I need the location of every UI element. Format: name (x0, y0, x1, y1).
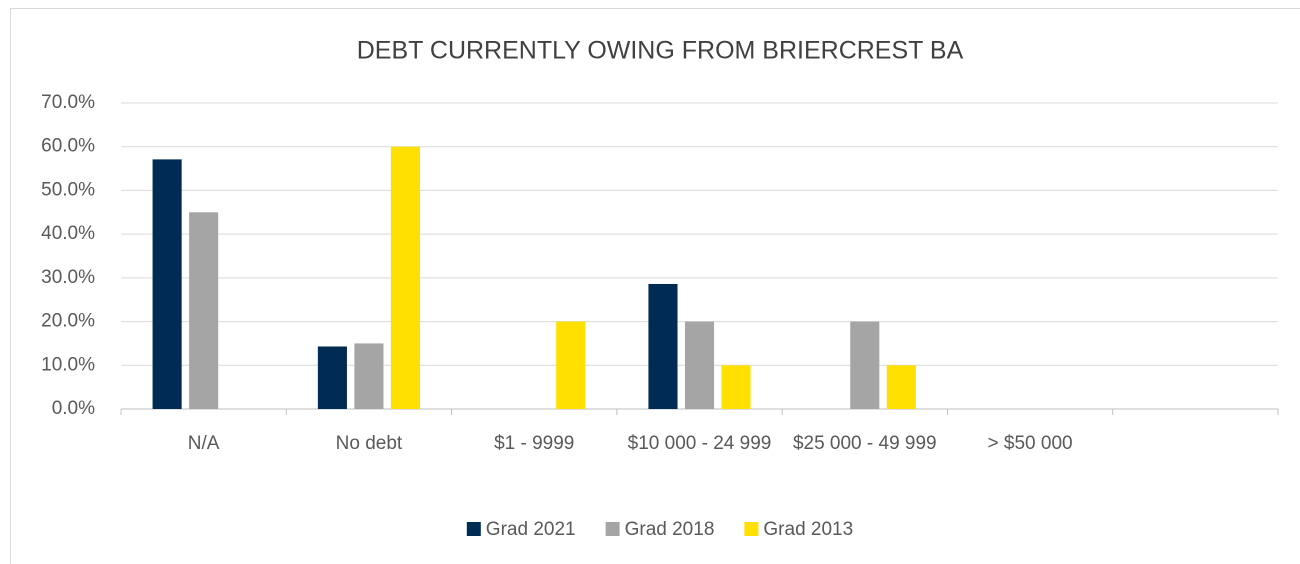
y-tick-label: 50.0% (41, 179, 95, 200)
bar (648, 283, 678, 409)
x-tick-label: $1 - 9999 (494, 433, 574, 454)
bar (886, 365, 916, 409)
chart-frame (10, 8, 1300, 564)
bar (354, 343, 384, 409)
legend-swatch (605, 522, 620, 536)
chart-title: DEBT CURRENTLY OWING FROM BRIERCREST BA (357, 37, 964, 65)
legend-label: Grad 2018 (625, 519, 715, 540)
x-tick-label: $10 000 - 24 999 (628, 433, 772, 454)
y-tick-label: 10.0% (41, 354, 95, 375)
bar (721, 365, 751, 409)
bar (152, 159, 182, 409)
x-tick-label: > $50 000 (988, 433, 1073, 454)
y-tick-label: 60.0% (41, 136, 95, 157)
x-tick-label: $25 000 - 49 999 (793, 433, 937, 454)
x-tick-label: N/A (188, 433, 220, 454)
legend-label: Grad 2021 (486, 519, 576, 540)
y-tick-label: 40.0% (41, 223, 95, 244)
bar (850, 321, 880, 409)
y-tick-label: 0.0% (52, 398, 95, 419)
legend-swatch (744, 522, 759, 536)
bar (317, 346, 347, 409)
y-tick-label: 20.0% (41, 311, 95, 332)
bar (189, 212, 219, 409)
x-tick-label: No debt (336, 433, 403, 454)
bar (684, 321, 715, 409)
bar (390, 146, 421, 409)
bar (556, 321, 586, 409)
legend-swatch (466, 522, 481, 536)
legend-label: Grad 2013 (763, 519, 853, 540)
y-tick-label: 70.0% (41, 92, 95, 113)
y-tick-label: 30.0% (41, 267, 95, 288)
